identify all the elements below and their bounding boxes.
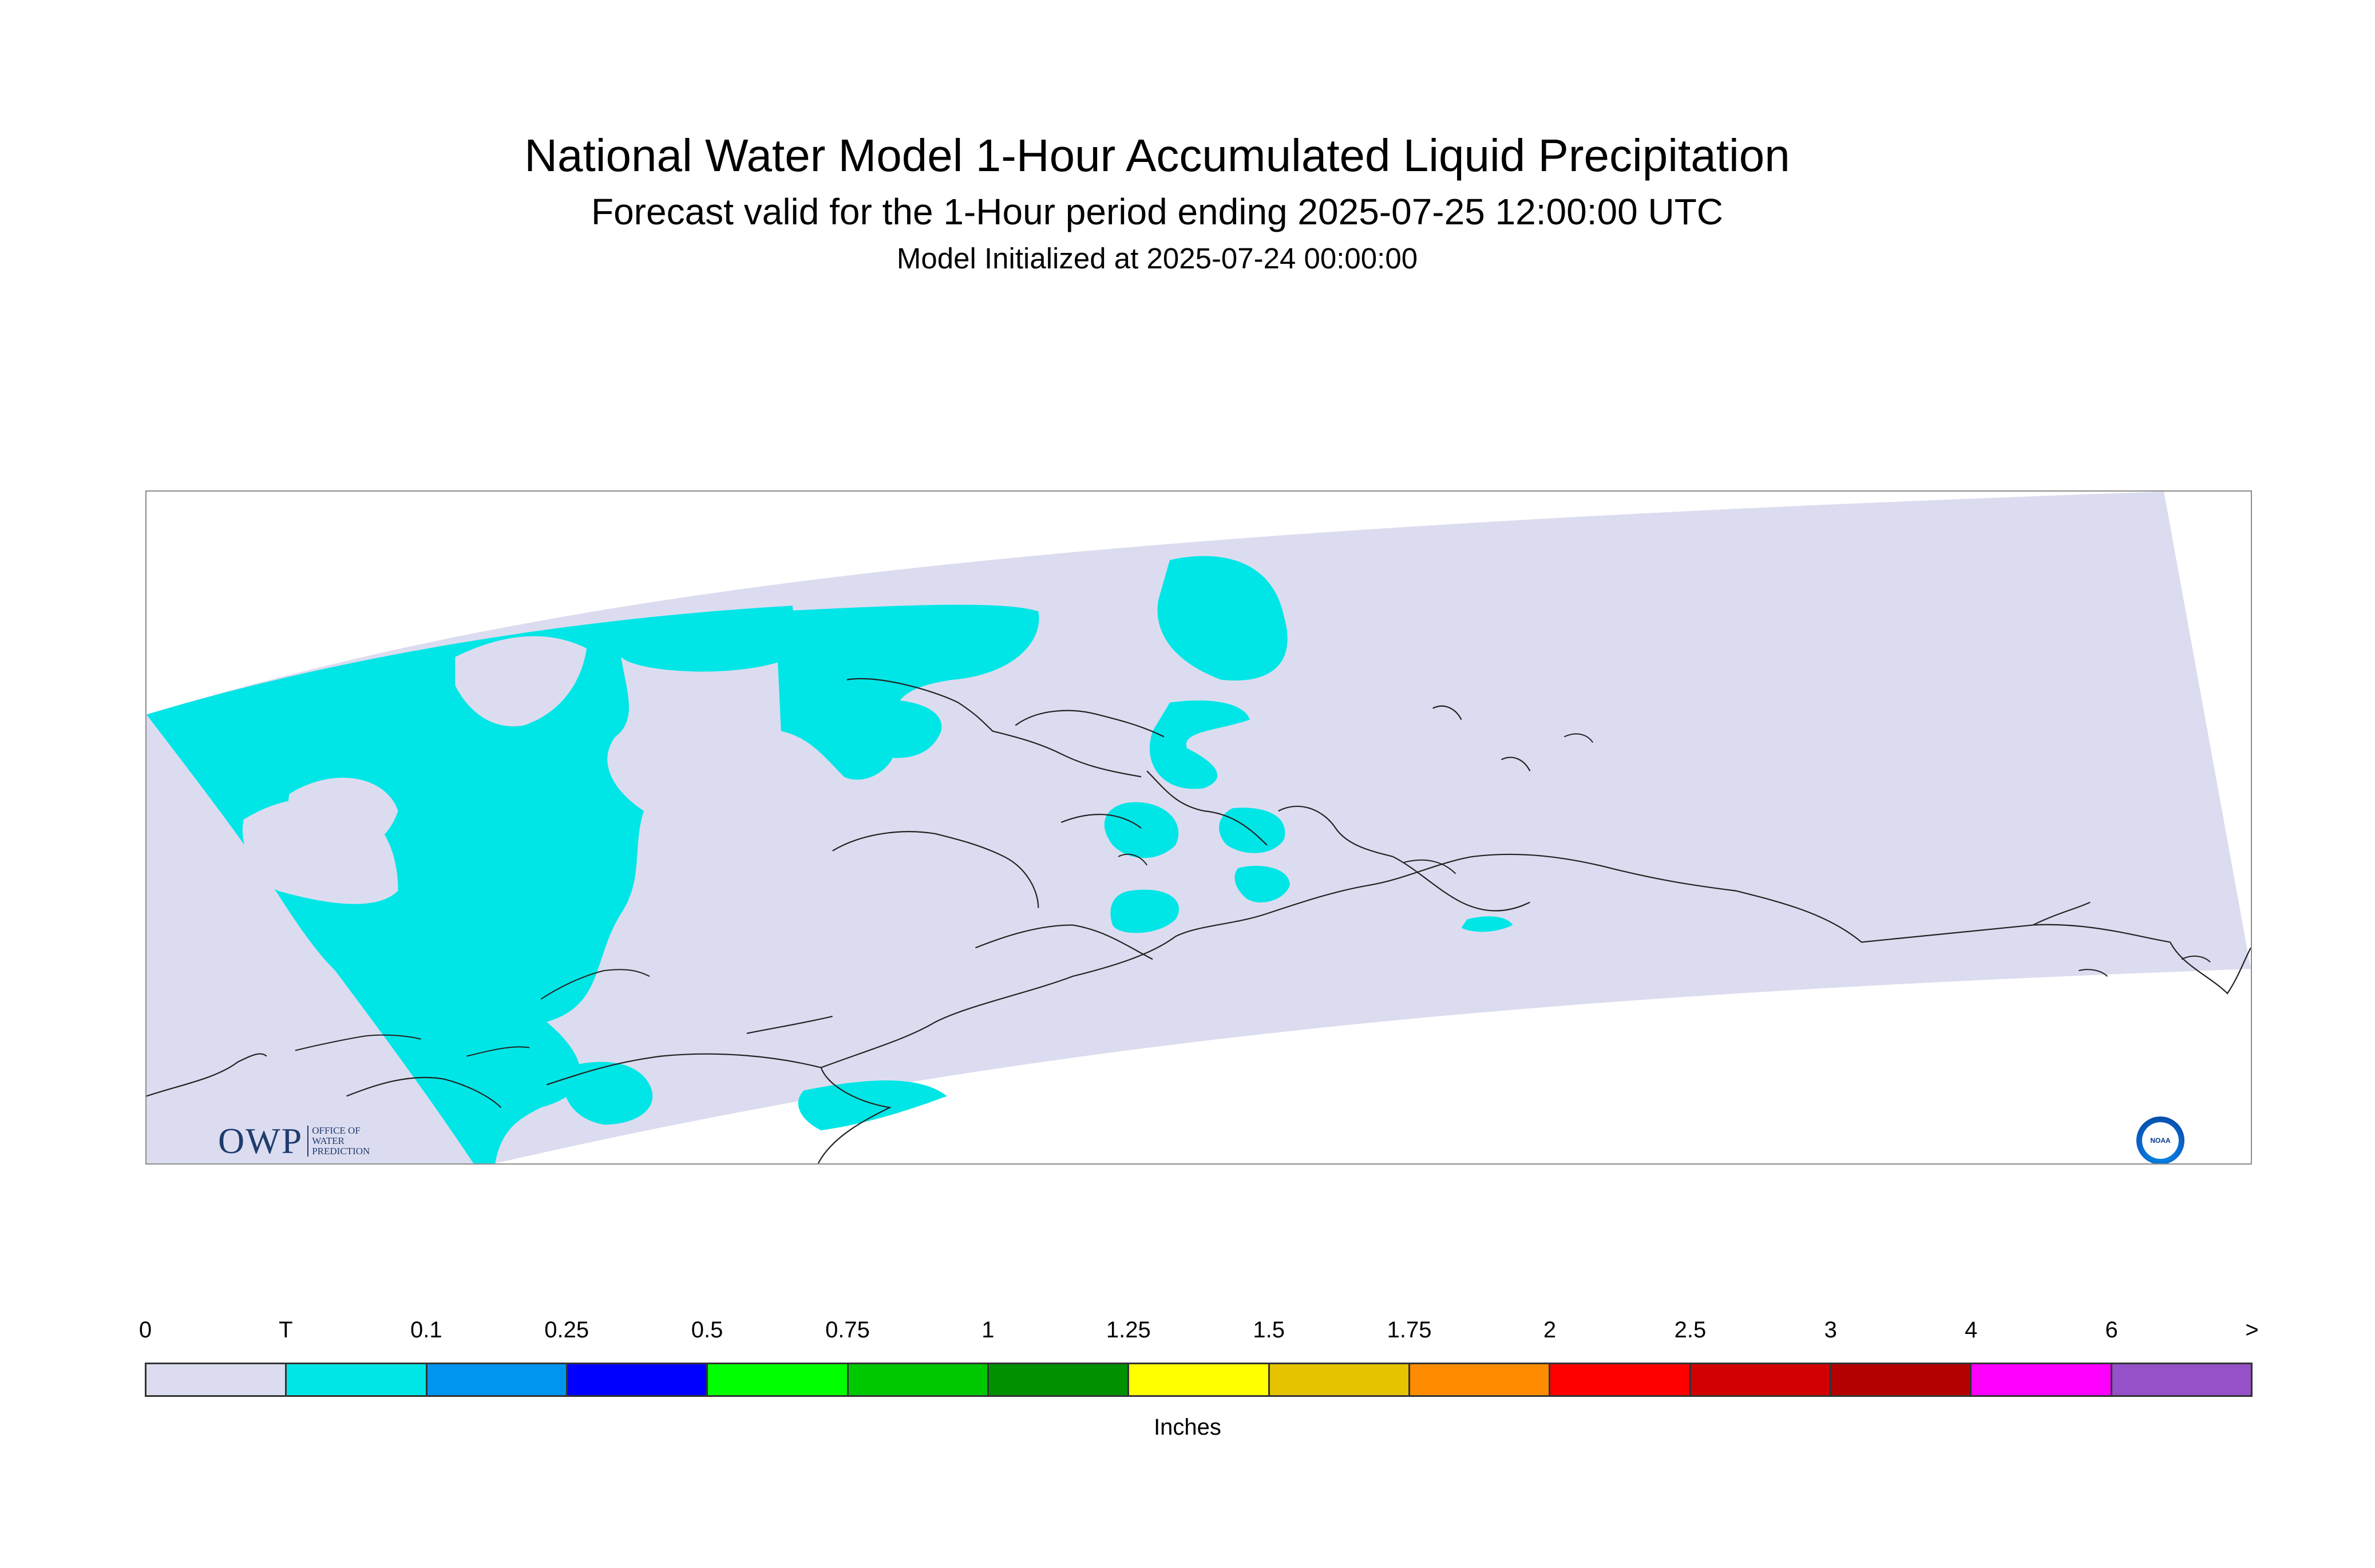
islands [295,733,2211,1057]
colorbar-swatch-12 [1831,1364,1972,1395]
colorbar-tick-label-8: 1.5 [1253,1317,1285,1343]
colorbar-swatch-13 [1972,1364,2112,1395]
colorbar-swatch-14 [2112,1364,2251,1395]
no-precip-west-2 [455,636,587,727]
owp-logo-mark: OWP [218,1120,303,1161]
precip-patch-east [1461,916,1513,932]
precip-patch-central-1 [1149,700,1250,789]
colorbar-tick-label-9: 1.75 [1387,1317,1432,1343]
colorbar-tick-label-15: > [2245,1317,2259,1343]
colorbar-swatch-10 [1550,1364,1691,1395]
colorbar-tick-label-6: 1 [981,1317,995,1343]
precip-patch-central-2 [1104,802,1179,858]
precip-patch-north-2 [850,699,942,758]
colorbar-swatch-9 [1410,1364,1551,1395]
precip-patch-central-3 [1219,807,1285,853]
colorbar-tick-label-1: T [279,1317,293,1343]
forecast-valid-subtitle: Forecast valid for the 1-Hour period end… [591,191,1724,232]
colorbar-units-label: Inches [1154,1415,1221,1440]
colorbar-swatch-8 [1269,1364,1410,1395]
owp-logo-line-2: WATER [312,1135,345,1146]
precip-patch-north-1 [1157,556,1288,681]
precip-patch-south [798,1080,947,1131]
owp-logo-line-1: OFFICE OF [312,1125,361,1136]
colorbar-tick-label-11: 2.5 [1674,1317,1707,1343]
coastlines [147,678,2251,1163]
precip-area-west [147,605,798,1163]
precipitation-map [147,492,2251,1163]
map-panel: OWP OFFICE OF WATER PREDICTION NOAA [145,490,2252,1165]
colorbar-swatch-1 [287,1364,428,1395]
noaa-logo-seal: NOAA [2142,1122,2179,1159]
precip-band-north [775,604,1039,780]
colorbar-swatch-0 [147,1364,287,1395]
owp-logo-line-3: PREDICTION [312,1146,370,1157]
colorbar-tick-label-2: 0.1 [410,1317,442,1343]
model-init-line: Model Initialized at 2025-07-24 00:00:00 [896,242,1418,275]
noaa-logo: NOAA [2136,1116,2184,1163]
colorbar-tick-label-14: 6 [2105,1317,2118,1343]
colorbar-swatch-11 [1691,1364,1831,1395]
colorbar-tick-label-5: 0.75 [825,1317,870,1343]
colorbar-swatch-4 [708,1364,849,1395]
colorbar-tick-label-10: 2 [1543,1317,1557,1343]
owp-logo: OWP OFFICE OF WATER PREDICTION [218,1120,370,1161]
colorbar-swatch-2 [427,1364,568,1395]
colorbar-tick-label-0: 0 [138,1317,152,1343]
no-precip-west-3 [288,777,398,858]
precip-patch-southwest [562,1062,653,1125]
colorbar-swatch-5 [848,1364,989,1395]
colorbar-tick-label-13: 4 [1965,1317,1978,1343]
colorbar-swatch-6 [988,1364,1130,1395]
colorbar [145,1363,2253,1397]
precip-patch-central-4 [1110,889,1179,933]
chart-title: National Water Model 1-Hour Accumulated … [524,130,1790,181]
title-block: National Water Model 1-Hour Accumulated … [0,126,2314,279]
colorbar-tick-label-4: 0.5 [691,1317,723,1343]
colorbar-tick-label-7: 1.25 [1106,1317,1151,1343]
colorbar-tick-label-12: 3 [1824,1317,1837,1343]
colorbar-swatch-3 [567,1364,708,1395]
precip-patch-central-5 [1234,866,1290,902]
colorbar-swatch-7 [1129,1364,1270,1395]
noaa-logo-text: NOAA [2150,1137,2171,1145]
colorbar-tick-label-3: 0.25 [544,1317,589,1343]
owp-logo-text: OFFICE OF WATER PREDICTION [307,1126,370,1157]
